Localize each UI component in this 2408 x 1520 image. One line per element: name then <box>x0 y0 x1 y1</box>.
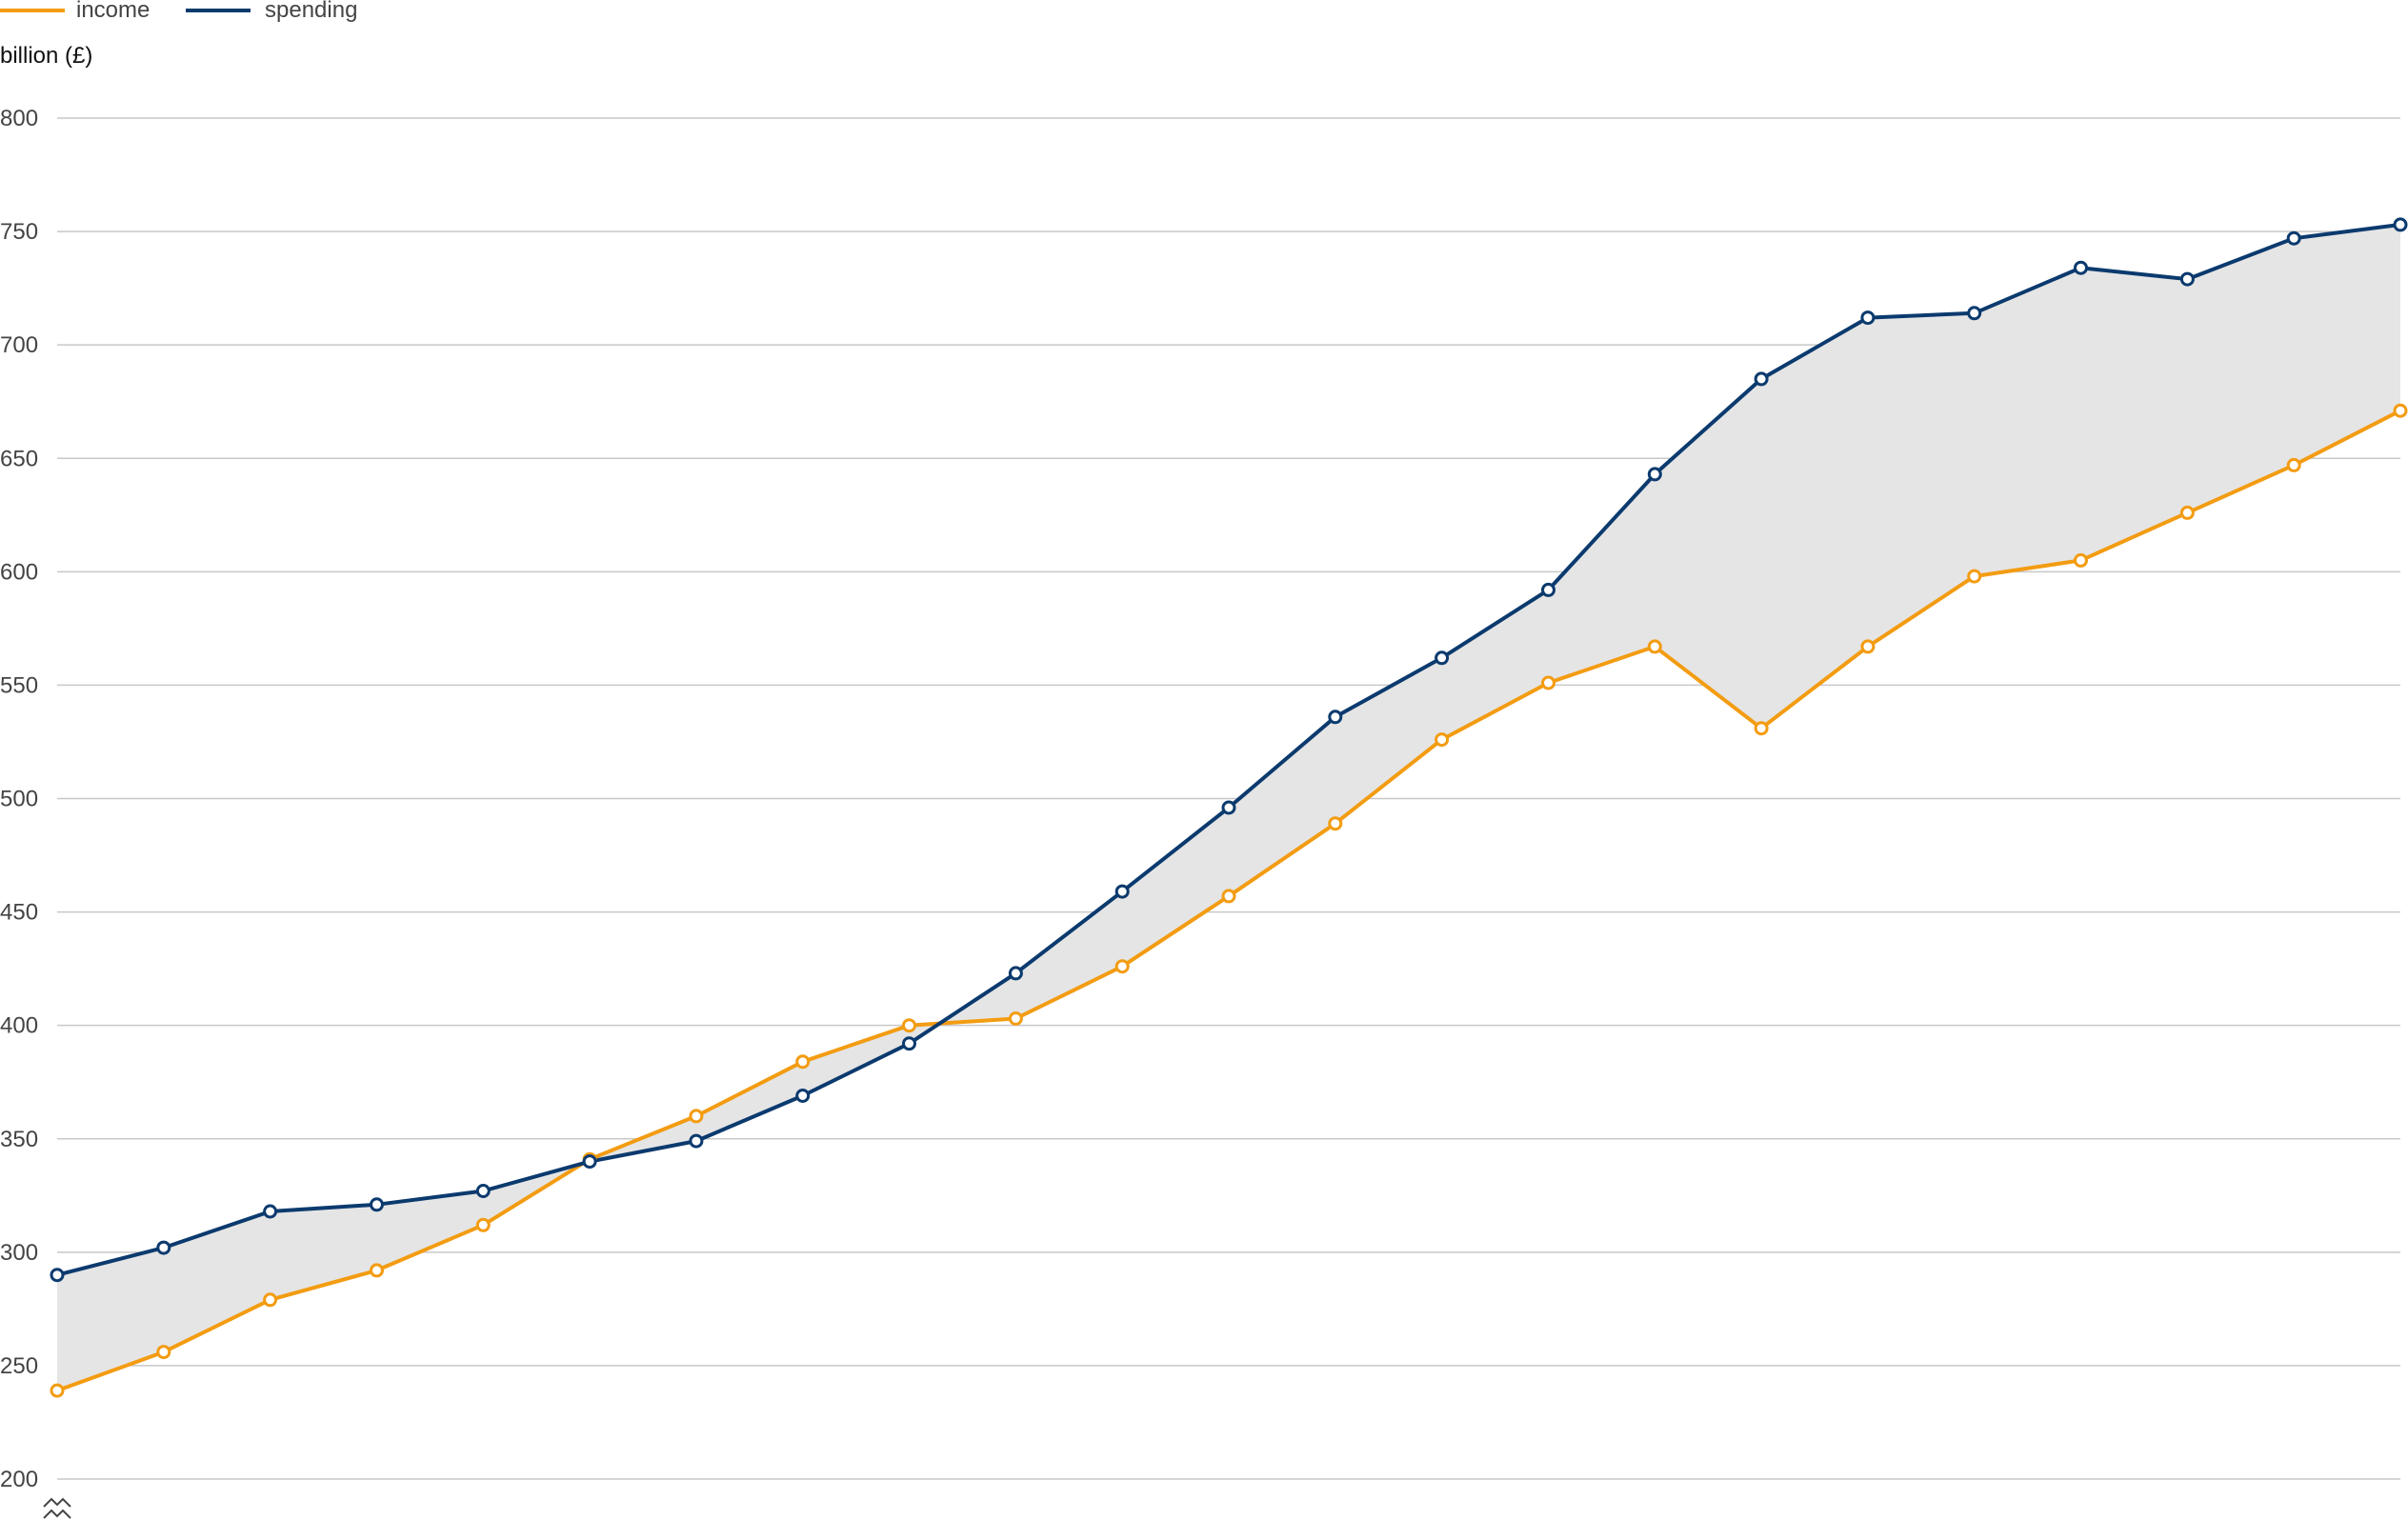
data-point-spending[interactable] <box>902 1036 916 1051</box>
data-point-spending[interactable] <box>1328 710 1343 725</box>
data-point-spending[interactable] <box>475 1184 491 1198</box>
y-tick-label: 650 <box>0 446 38 471</box>
data-point-spending[interactable] <box>370 1197 384 1212</box>
y-tick-label: 600 <box>0 559 38 585</box>
data-point-spending[interactable] <box>1754 371 1769 387</box>
data-point-income[interactable] <box>795 1054 811 1070</box>
data-point-income[interactable] <box>1754 721 1769 736</box>
data-point-spending[interactable] <box>2393 217 2408 232</box>
data-point-income[interactable] <box>1541 675 1555 690</box>
data-point-spending[interactable] <box>1114 884 1130 899</box>
data-point-spending[interactable] <box>1860 310 1876 326</box>
data-point-income[interactable] <box>370 1263 384 1278</box>
data-point-spending[interactable] <box>263 1204 278 1219</box>
data-point-income[interactable] <box>2074 552 2088 568</box>
data-point-spending[interactable] <box>50 1268 65 1283</box>
data-point-income[interactable] <box>2179 505 2195 520</box>
data-point-spending[interactable] <box>1541 582 1555 597</box>
data-point-spending[interactable] <box>1647 467 1662 482</box>
data-point-spending[interactable] <box>2286 230 2301 246</box>
data-point-income[interactable] <box>50 1383 65 1398</box>
data-point-spending[interactable] <box>1435 650 1450 666</box>
data-point-spending[interactable] <box>1008 966 1023 981</box>
y-tick-label: 450 <box>0 900 38 926</box>
series-markers <box>50 217 2408 1398</box>
legend: income spending <box>0 0 357 23</box>
data-point-spending[interactable] <box>2179 271 2195 287</box>
data-point-income[interactable] <box>1860 639 1876 654</box>
y-tick-label: 350 <box>0 1127 38 1152</box>
y-tick-label: 250 <box>0 1353 38 1379</box>
data-point-spending[interactable] <box>1967 306 1982 321</box>
legend-label-spending: spending <box>265 0 357 23</box>
data-point-income[interactable] <box>1967 569 1982 584</box>
data-point-spending[interactable] <box>2074 260 2088 275</box>
data-point-spending[interactable] <box>582 1154 597 1170</box>
y-tick-label: 750 <box>0 219 38 245</box>
data-point-spending[interactable] <box>1221 800 1236 815</box>
y-axis-title: billion (£) <box>0 43 92 69</box>
y-tick-label: 200 <box>0 1467 38 1492</box>
data-point-income[interactable] <box>1008 1011 1023 1026</box>
legend-label-income: income <box>76 0 150 23</box>
y-tick-label: 300 <box>0 1240 38 1266</box>
data-point-income[interactable] <box>1114 959 1130 974</box>
y-tick-label: 800 <box>0 106 38 131</box>
axis-break-zigzag-icon <box>43 1497 71 1519</box>
data-point-income[interactable] <box>475 1217 491 1232</box>
data-point-spending[interactable] <box>795 1089 811 1103</box>
data-point-income[interactable] <box>1221 889 1236 904</box>
data-point-income[interactable] <box>2286 457 2301 472</box>
data-point-income[interactable] <box>1328 816 1343 831</box>
data-point-income[interactable] <box>263 1292 278 1308</box>
data-point-spending[interactable] <box>156 1240 171 1255</box>
data-point-income[interactable] <box>902 1018 916 1033</box>
data-point-income[interactable] <box>156 1345 171 1360</box>
y-tick-labels: 200 250 300 350 400 450 500 550 600 650 700 750 800 <box>0 106 38 1492</box>
y-tick-label: 500 <box>0 787 38 812</box>
y-tick-label: 550 <box>0 672 38 698</box>
data-point-income[interactable] <box>1435 732 1450 748</box>
data-point-spending[interactable] <box>689 1133 704 1149</box>
y-tick-label: 400 <box>0 1013 38 1039</box>
data-point-income[interactable] <box>689 1109 704 1124</box>
data-point-income[interactable] <box>2393 403 2408 418</box>
y-tick-label: 700 <box>0 332 38 358</box>
data-point-income[interactable] <box>1647 639 1662 654</box>
